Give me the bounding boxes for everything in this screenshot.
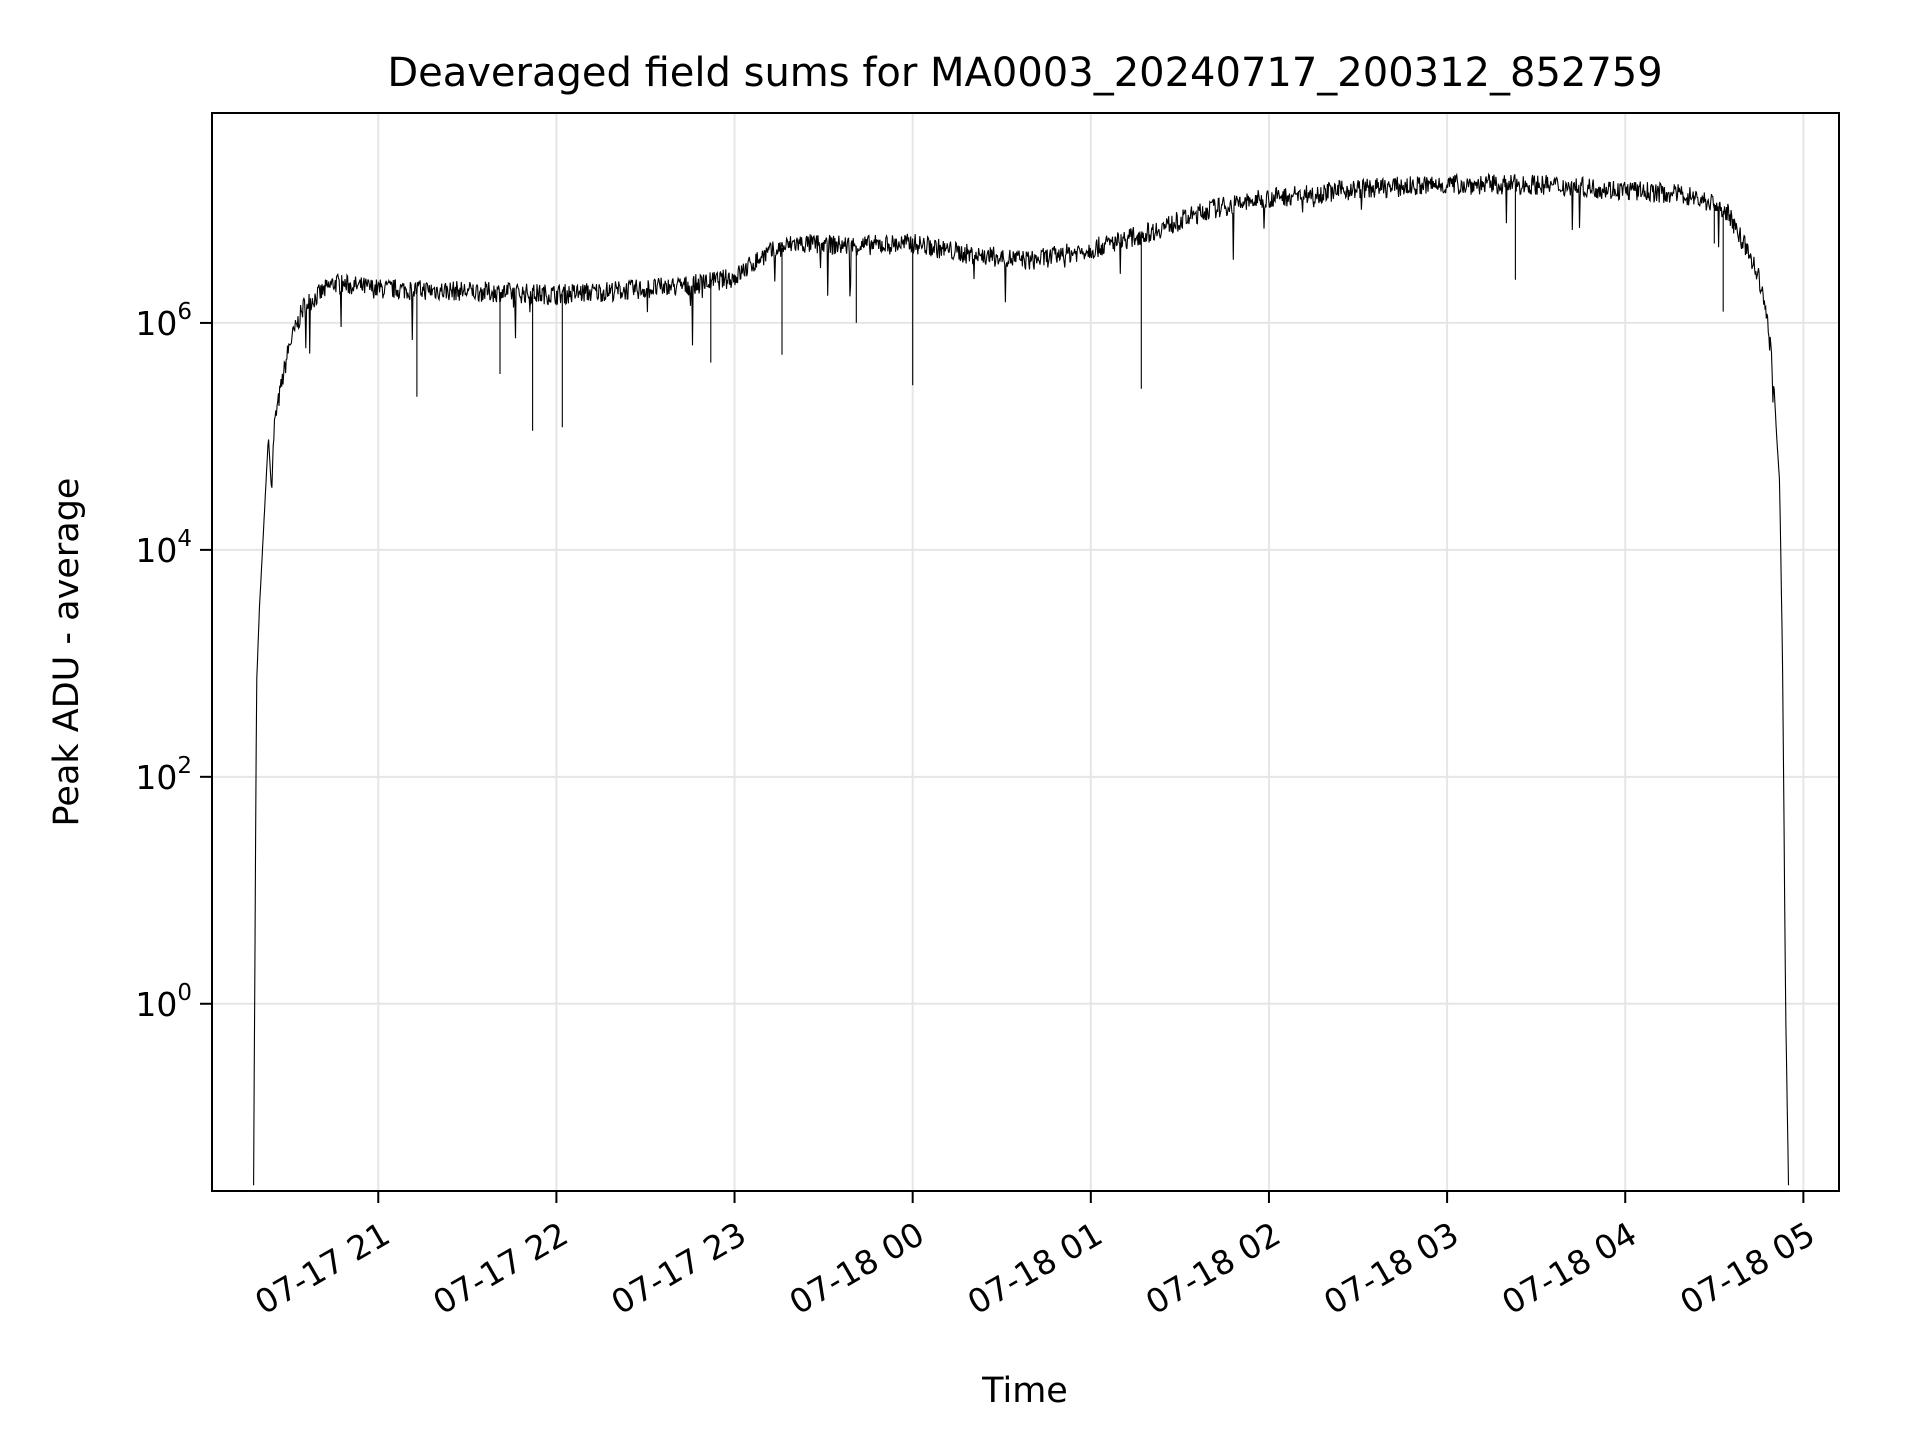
y-tick-label: 100	[135, 980, 192, 1024]
y-axis-label: Peak ADU - average	[47, 478, 87, 827]
chart-title: Deaveraged field sums for MA0003_2024071…	[387, 50, 1662, 96]
y-tick-label: 104	[135, 526, 192, 570]
plot-area	[253, 172, 1790, 1186]
y-tick-label: 106	[135, 299, 192, 343]
plot-frame	[211, 112, 1840, 1192]
y-tick-label: 102	[135, 753, 192, 797]
grid-lines	[212, 113, 1839, 1191]
y-axis: 100 102 104 106	[135, 299, 212, 1024]
x-axis-label: Time	[981, 1371, 1068, 1411]
series-line	[253, 172, 1790, 1186]
